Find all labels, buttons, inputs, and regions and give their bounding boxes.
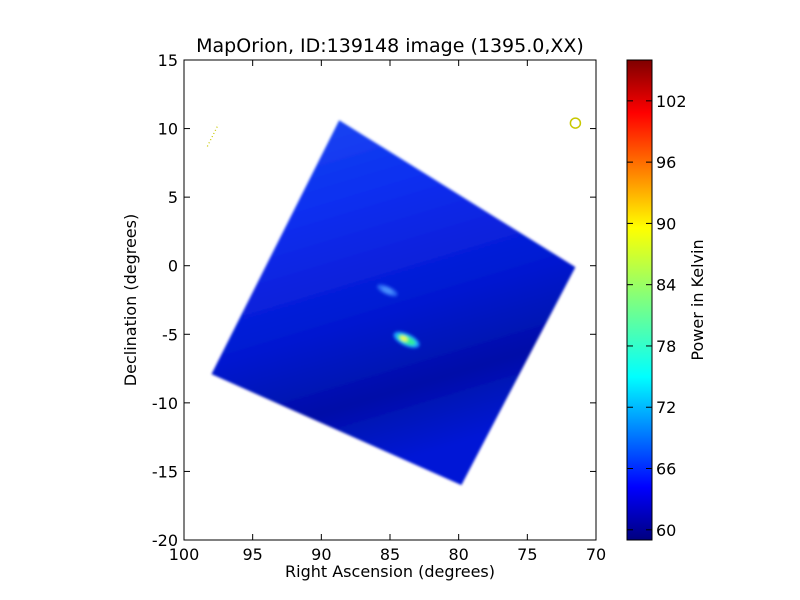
map-image <box>206 117 582 486</box>
x-tick-label: 75 <box>517 545 537 564</box>
colorbar-tick-label: 96 <box>656 153 676 172</box>
y-tick-label: -15 <box>152 462 178 481</box>
chart-title: MapOrion, ID:139148 image (1395.0,XX) <box>196 35 584 57</box>
x-tick-label: 85 <box>380 545 400 564</box>
marker-dotted-line <box>206 124 219 147</box>
y-tick-label: 10 <box>158 120 178 139</box>
x-tick-label: 100 <box>169 545 200 564</box>
y-tick-label: -10 <box>152 394 178 413</box>
y-tick-label: -20 <box>152 531 178 550</box>
colorbar: 60 66 72 78 84 90 96 102 Power in Kelvin <box>626 59 707 541</box>
y-axis-label: Declination (degrees) <box>121 214 140 386</box>
y-tick-label: 5 <box>168 188 178 207</box>
colorbar-tick-label: 60 <box>656 521 676 540</box>
colorbar-label: Power in Kelvin <box>688 239 707 360</box>
colorbar-tick-label: 72 <box>656 398 676 417</box>
x-axis-label: Right Ascension (degrees) <box>285 562 495 581</box>
hot-spot-peak <box>400 336 408 342</box>
colorbar-tick-label: 84 <box>656 276 676 295</box>
y-axis: 15 10 5 0 -5 -10 -15 -20 <box>152 51 596 550</box>
colorbar-tick-label: 90 <box>656 214 676 233</box>
hot-spot-core <box>381 286 393 294</box>
x-tick-label: 90 <box>311 545 331 564</box>
colorbar-frame <box>626 59 653 541</box>
x-tick-label: 95 <box>242 545 262 564</box>
map-region <box>211 120 576 486</box>
colorbar-tick-label: 66 <box>656 460 676 479</box>
colorbar-tick-label: 78 <box>656 337 676 356</box>
y-tick-label: 0 <box>168 257 178 276</box>
marker-circle <box>569 117 582 129</box>
y-tick-label: -5 <box>162 325 178 344</box>
colorbar-gradient <box>627 60 652 540</box>
hot-spot-2 <box>377 284 398 297</box>
x-tick-label: 70 <box>586 545 606 564</box>
hot-spot-1 <box>393 331 420 348</box>
x-axis: 100 95 90 85 80 75 70 <box>169 60 606 564</box>
colorbar-tick-label: 102 <box>656 92 687 111</box>
x-tick-label: 80 <box>448 545 468 564</box>
y-tick-label: 15 <box>158 51 178 70</box>
